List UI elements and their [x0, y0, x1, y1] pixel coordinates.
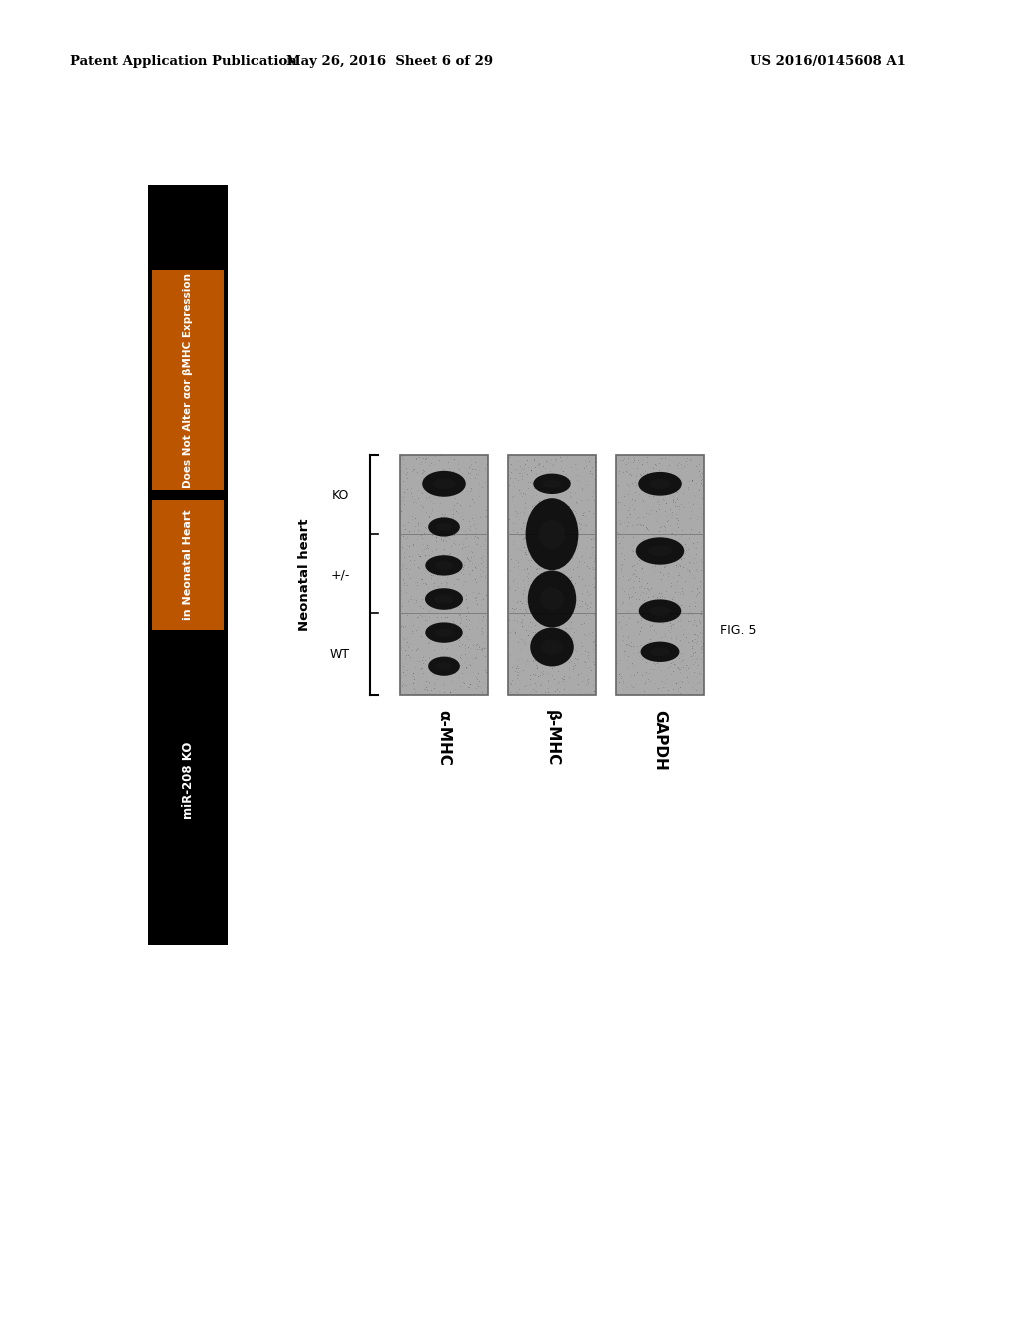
Ellipse shape [650, 648, 670, 656]
Ellipse shape [433, 479, 455, 488]
Text: FIG. 5: FIG. 5 [720, 623, 757, 636]
Ellipse shape [649, 479, 671, 488]
Ellipse shape [425, 556, 463, 576]
Text: GAPDH: GAPDH [652, 710, 668, 771]
Ellipse shape [525, 498, 579, 570]
Bar [152, 500, 224, 630]
Ellipse shape [648, 545, 672, 557]
Ellipse shape [636, 537, 684, 565]
Text: KO: KO [332, 490, 349, 503]
Ellipse shape [527, 570, 577, 627]
Ellipse shape [434, 628, 454, 636]
Ellipse shape [425, 589, 463, 610]
Bar [152, 271, 224, 490]
Ellipse shape [649, 606, 671, 615]
Ellipse shape [436, 663, 452, 671]
Ellipse shape [540, 587, 564, 610]
Ellipse shape [541, 639, 563, 655]
Ellipse shape [543, 479, 561, 488]
Text: May 26, 2016  Sheet 6 of 29: May 26, 2016 Sheet 6 of 29 [287, 55, 494, 69]
Text: US 2016/0145608 A1: US 2016/0145608 A1 [750, 55, 906, 69]
Text: Does Not Alter αor βMHC Expression: Does Not Alter αor βMHC Expression [183, 272, 193, 487]
Ellipse shape [641, 642, 680, 663]
Ellipse shape [434, 561, 454, 569]
Ellipse shape [428, 517, 460, 537]
Ellipse shape [638, 473, 682, 496]
Ellipse shape [436, 523, 452, 531]
Ellipse shape [425, 623, 463, 643]
Bar [148, 185, 228, 945]
Ellipse shape [530, 627, 573, 667]
Ellipse shape [639, 599, 681, 623]
Text: in Neonatal Heart: in Neonatal Heart [183, 510, 193, 620]
Bar [508, 455, 596, 696]
Text: miR-208 KO: miR-208 KO [181, 742, 195, 818]
Text: WT: WT [330, 648, 350, 661]
Text: +/-: +/- [331, 569, 349, 582]
Text: β-MHC: β-MHC [545, 710, 559, 766]
Ellipse shape [422, 471, 466, 496]
Ellipse shape [539, 520, 565, 549]
Bar [400, 455, 488, 696]
Ellipse shape [434, 595, 454, 603]
Bar [616, 455, 705, 696]
Ellipse shape [534, 474, 570, 494]
Text: Patent Application Publication: Patent Application Publication [70, 55, 297, 69]
Text: Neonatal heart: Neonatal heart [299, 519, 311, 631]
Ellipse shape [428, 656, 460, 676]
Text: α-MHC: α-MHC [436, 710, 452, 766]
